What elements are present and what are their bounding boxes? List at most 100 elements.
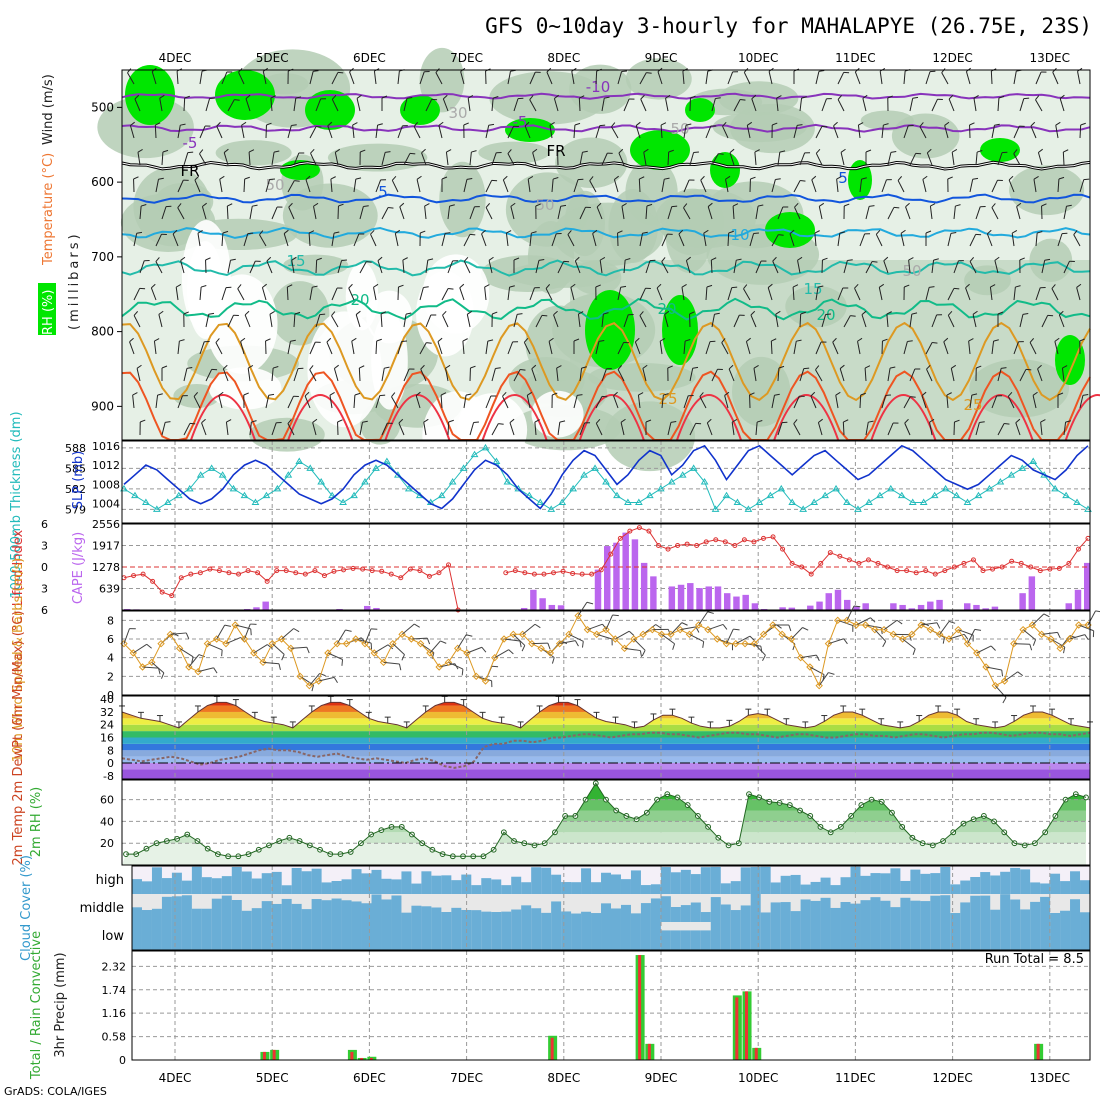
cloud-cell [601, 922, 611, 950]
cloud-cell [132, 907, 142, 922]
y-tick-label-right: 2556 [92, 518, 120, 531]
temp-axis-title: 2m Temp 2m DewPt (6hr Min/Max) (°C) [11, 611, 26, 866]
cloud-cell [651, 884, 661, 894]
cloud-cell [551, 875, 561, 894]
wind-barb-staff [639, 179, 640, 192]
cape-bar [622, 533, 628, 610]
date-label-top: 8DEC [547, 51, 580, 65]
contour-label: 30 [448, 104, 467, 122]
cape-bar [632, 539, 638, 610]
cloud-cell [352, 869, 362, 894]
cloud-cell [222, 896, 232, 922]
cape-bar [862, 603, 868, 610]
temp-band [122, 725, 1090, 731]
slp-axis-title: SLP (mb) [71, 451, 86, 510]
cloud-cell [441, 922, 451, 950]
cloud-cell [831, 885, 841, 894]
cape-bar [613, 543, 619, 610]
temp-band [122, 769, 1090, 779]
rh-point [1084, 795, 1089, 800]
rh-region-saturated [710, 152, 740, 188]
rh-region-saturated [1055, 335, 1085, 385]
cloud-cell [801, 899, 811, 922]
cloud-cell [471, 910, 481, 922]
cloud-cell [262, 922, 272, 950]
cloud-cell [631, 913, 641, 922]
cape-bar [927, 602, 933, 610]
cape-bar [733, 597, 739, 610]
cloud-cell [1070, 871, 1080, 894]
cloud-cell [302, 909, 312, 922]
wind-barb-staff [376, 341, 377, 354]
contour-label: 20 [657, 300, 676, 318]
cloud-cell [302, 922, 312, 950]
cloud-cell [272, 904, 282, 922]
date-label-top: 10DEC [738, 51, 778, 65]
date-label-bottom: 8DEC [547, 1071, 580, 1085]
cape-bar [964, 603, 970, 610]
cloud-cell [322, 922, 332, 950]
cloud-cell [192, 909, 202, 922]
cloud-cell [551, 901, 561, 922]
cloud-cell [900, 898, 910, 922]
cloud-cell [152, 909, 162, 922]
cloud-cell [910, 901, 920, 922]
cloud-cell [890, 907, 900, 922]
cloud-cell [811, 901, 821, 922]
date-label-top: 6DEC [353, 51, 386, 65]
cloud-cell [222, 922, 232, 950]
y-tick-label-right: 1004 [92, 498, 120, 511]
cloud-cell [781, 902, 791, 922]
cloud-cell [501, 922, 511, 950]
temperature-label: Temperature (°C) [41, 153, 56, 266]
cloud-cell [491, 879, 501, 894]
date-label-bottom: 7DEC [450, 1071, 483, 1085]
cloud-cell [332, 922, 342, 950]
cloud-cell [332, 881, 342, 894]
cloud-cell [920, 922, 930, 950]
cape-bar [752, 603, 758, 610]
cloud-cell [162, 878, 172, 894]
wind-barb-staff [244, 179, 245, 192]
cape-bar [650, 576, 656, 610]
rh-region-mid [892, 113, 960, 158]
cloud-cell [591, 882, 601, 894]
cloud-cell [880, 901, 890, 922]
cloud-cell [401, 913, 411, 922]
cloud-cell [611, 874, 621, 894]
rh-region-mid [570, 260, 1090, 440]
cape-bar [530, 590, 536, 610]
temp-band [122, 763, 1090, 769]
cloud-cell [711, 867, 721, 894]
cloud-cell [302, 871, 312, 894]
date-label-top: 4DEC [159, 51, 192, 65]
cloud-cell [910, 870, 920, 894]
cloud-cell [781, 876, 791, 894]
cloud-cell [391, 895, 401, 922]
cloud-cell [601, 903, 611, 922]
cloud-cell [1010, 922, 1020, 950]
cloud-cell [471, 922, 481, 950]
cloud-cell [132, 922, 142, 950]
cloud-cell [232, 922, 242, 950]
y-tick-label: 40 [100, 693, 114, 706]
rh-region-saturated [585, 290, 635, 370]
cape-bar [826, 593, 832, 610]
cloud-cell [711, 897, 721, 922]
temp-band [122, 750, 1090, 756]
rh-region-dry [416, 271, 474, 356]
cloud-cell [362, 873, 372, 894]
date-label-top: 7DEC [450, 51, 483, 65]
cloud-cell [721, 922, 731, 950]
cloud-cell [681, 870, 691, 894]
cloud-cell [990, 875, 1000, 894]
cape-axis-title: CAPE (J/kg) [71, 532, 86, 604]
cloud-cell [890, 868, 900, 894]
precip-convective-bar [755, 1048, 758, 1060]
cloud-cell [501, 885, 511, 894]
chart-title: GFS 0~10day 3-hourly for MAHALAPYE (26.7… [485, 14, 1092, 38]
cloud-cell [132, 879, 142, 894]
cloud-cell [721, 883, 731, 894]
precip-convective-bar [745, 991, 748, 1060]
